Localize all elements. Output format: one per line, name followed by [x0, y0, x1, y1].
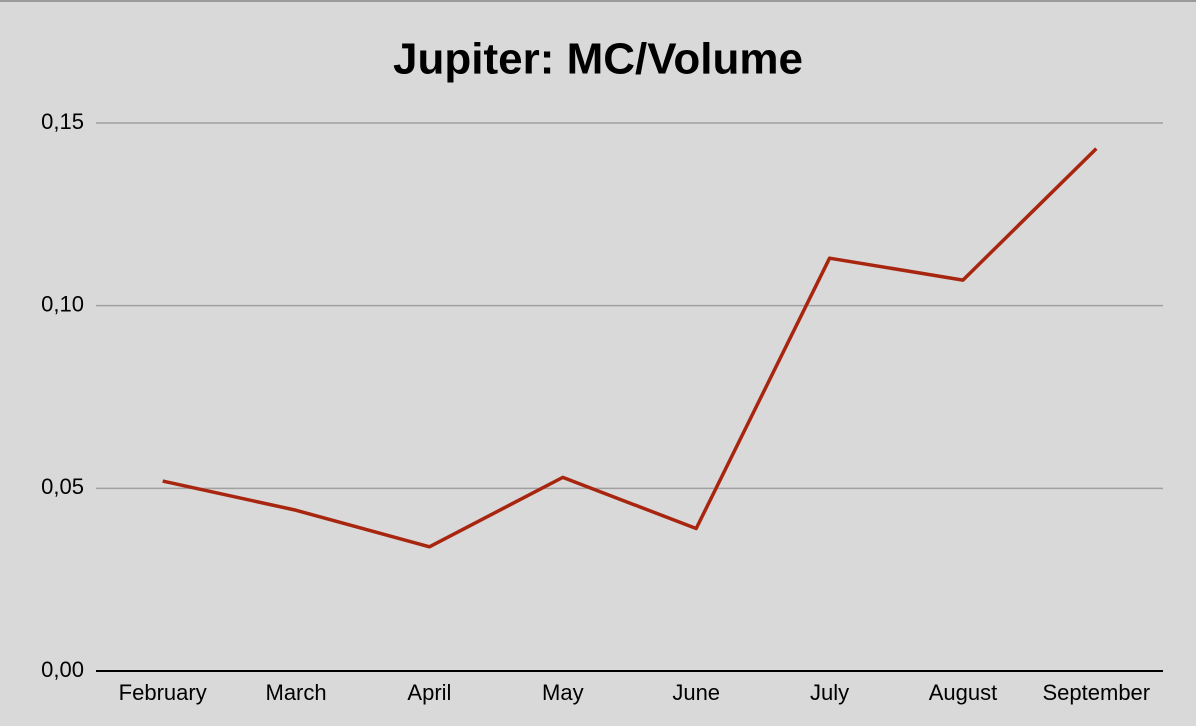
x-tick-label: March — [266, 680, 327, 705]
y-tick-label: 0,10 — [41, 291, 84, 316]
x-tick-label: August — [929, 680, 998, 705]
y-tick-label: 0,00 — [41, 657, 84, 682]
y-tick-label: 0,15 — [41, 109, 84, 134]
x-tick-label: September — [1043, 680, 1151, 705]
x-tick-label: May — [542, 680, 584, 705]
x-tick-label: April — [407, 680, 451, 705]
chart-title: Jupiter: MC/Volume — [393, 35, 803, 84]
data-line — [162, 147, 1098, 549]
x-tick-label: June — [672, 680, 720, 705]
x-tick-label: July — [810, 680, 849, 705]
y-tick-label: 0,05 — [41, 474, 84, 499]
x-tick-label: February — [119, 680, 207, 705]
